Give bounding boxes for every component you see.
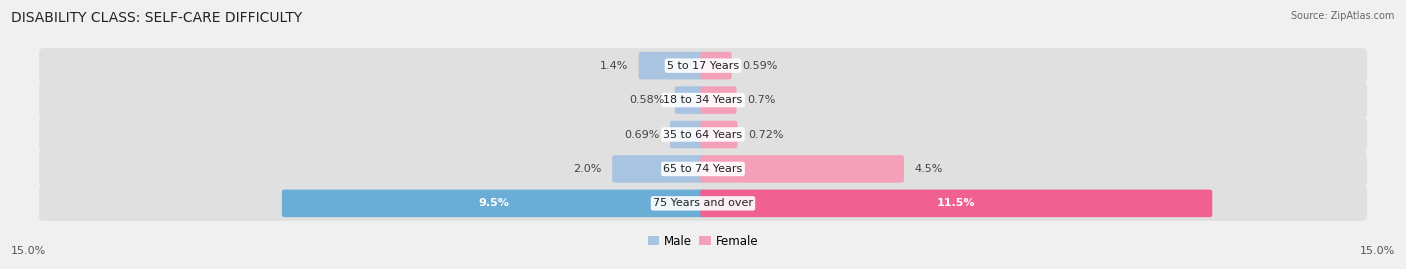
Text: 11.5%: 11.5% [936,198,976,208]
Text: 0.59%: 0.59% [742,61,778,71]
FancyBboxPatch shape [700,155,904,183]
Text: 1.4%: 1.4% [600,61,628,71]
FancyBboxPatch shape [612,155,706,183]
FancyBboxPatch shape [675,86,706,114]
FancyBboxPatch shape [39,83,1367,118]
FancyBboxPatch shape [39,151,1367,186]
Legend: Male, Female: Male, Female [643,230,763,253]
FancyBboxPatch shape [638,52,706,79]
Text: 5 to 17 Years: 5 to 17 Years [666,61,740,71]
FancyBboxPatch shape [700,52,731,79]
Text: 0.72%: 0.72% [748,129,783,140]
Text: 2.0%: 2.0% [574,164,602,174]
Text: 15.0%: 15.0% [11,246,46,256]
Text: 9.5%: 9.5% [478,198,509,208]
FancyBboxPatch shape [39,48,1367,83]
FancyBboxPatch shape [669,121,706,148]
Text: 0.7%: 0.7% [747,95,776,105]
Text: 35 to 64 Years: 35 to 64 Years [664,129,742,140]
Text: 18 to 34 Years: 18 to 34 Years [664,95,742,105]
Text: 65 to 74 Years: 65 to 74 Years [664,164,742,174]
FancyBboxPatch shape [700,190,1212,217]
Text: Source: ZipAtlas.com: Source: ZipAtlas.com [1291,11,1395,21]
FancyBboxPatch shape [39,186,1367,221]
FancyBboxPatch shape [700,121,737,148]
FancyBboxPatch shape [281,190,706,217]
Text: 15.0%: 15.0% [1360,246,1395,256]
Text: 4.5%: 4.5% [914,164,943,174]
FancyBboxPatch shape [39,117,1367,152]
FancyBboxPatch shape [700,86,737,114]
Text: 0.69%: 0.69% [624,129,659,140]
Text: DISABILITY CLASS: SELF-CARE DIFFICULTY: DISABILITY CLASS: SELF-CARE DIFFICULTY [11,11,302,25]
Text: 75 Years and over: 75 Years and over [652,198,754,208]
Text: 0.58%: 0.58% [628,95,664,105]
